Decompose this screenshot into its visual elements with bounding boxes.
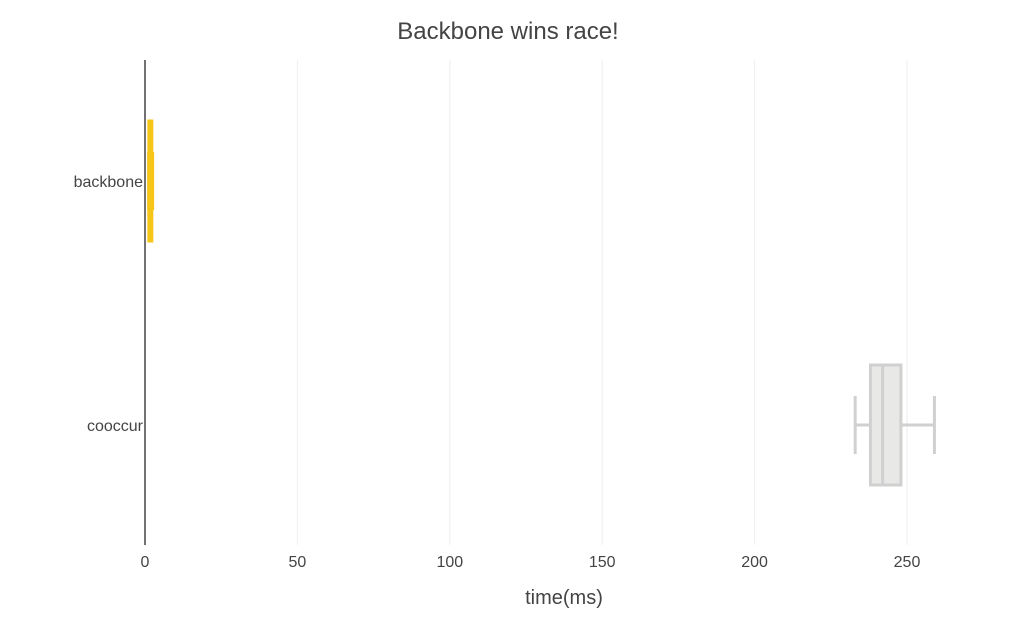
chart-title: Backbone wins race!	[397, 18, 618, 45]
x-tick-label-150: 150	[589, 554, 616, 571]
x-tick-label-100: 100	[436, 554, 463, 571]
grid-layer	[296, 60, 908, 545]
y-tick-label-backbone: backbone	[74, 174, 143, 191]
box-backbone	[147, 119, 155, 243]
y-tick-label-cooccur: cooccur	[87, 418, 144, 435]
x-tick-label-50: 50	[289, 554, 307, 571]
x-axis-title: time(ms)	[525, 587, 603, 609]
x-tick-label-0: 0	[141, 554, 150, 571]
box-layer	[147, 119, 936, 487]
box-cooccur	[853, 363, 936, 487]
x-tick-label-250: 250	[894, 554, 921, 571]
axis-layer: 0 50 100 150 200 250 backbone cooccur	[74, 60, 921, 571]
box-iqr-cooccur	[868, 363, 903, 487]
x-tick-label-200: 200	[741, 554, 768, 571]
